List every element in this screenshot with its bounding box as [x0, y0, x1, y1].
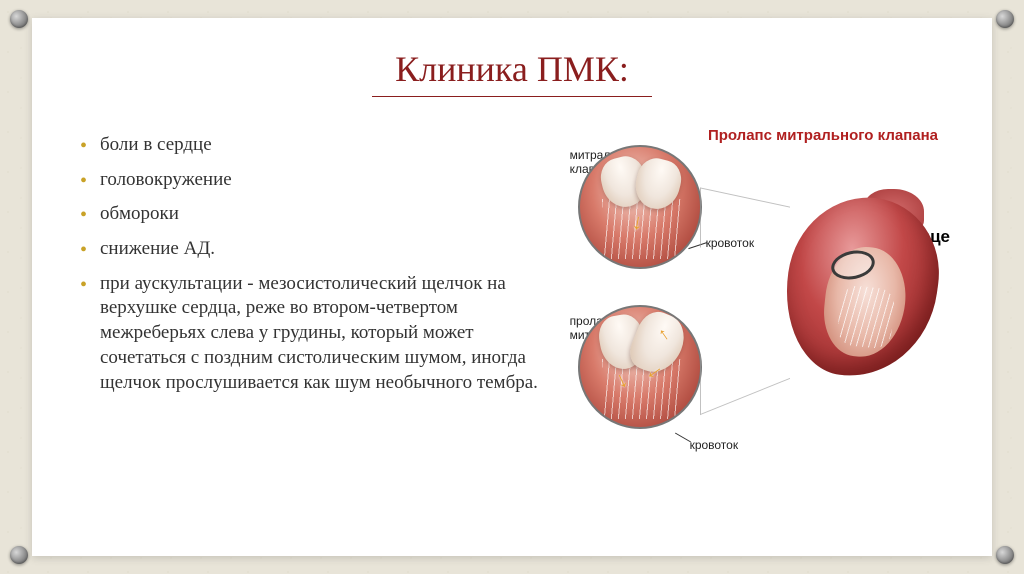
leader-line	[675, 433, 691, 443]
heart-illustration	[787, 197, 942, 392]
inset-normal-valve: ↓	[578, 145, 702, 269]
corner-rivet	[996, 546, 1014, 564]
slide-title: Клиника ПМК:	[372, 48, 652, 97]
bullet-list-container: боли в сердце головокружение обмороки сн…	[76, 127, 560, 530]
projection-line	[700, 187, 790, 266]
slide-card: Клиника ПМК: боли в сердце головокружени…	[32, 18, 992, 556]
slide-content: боли в сердце головокружение обмороки сн…	[76, 127, 948, 530]
list-item: боли в сердце	[76, 133, 560, 158]
figure-title: Пролапс митрального клапана	[708, 127, 938, 144]
corner-rivet	[10, 546, 28, 564]
list-item: головокружение	[76, 168, 560, 193]
inset-prolapsing-valve: ↓ ↓ ↓	[578, 305, 702, 429]
corner-rivet	[10, 10, 28, 28]
label-bloodflow-bottom: кровоток	[690, 439, 739, 453]
list-item: обмороки	[76, 202, 560, 227]
bullet-list: боли в сердце головокружение обмороки сн…	[76, 133, 560, 395]
list-item: снижение АД.	[76, 237, 560, 262]
anatomy-figure: Пролапс митрального клапана митральныйкл…	[570, 127, 948, 530]
projection-line	[700, 319, 790, 415]
chordae-icon	[836, 284, 896, 349]
list-item: при аускультации - мезосистолический щел…	[76, 272, 560, 395]
corner-rivet	[996, 10, 1014, 28]
